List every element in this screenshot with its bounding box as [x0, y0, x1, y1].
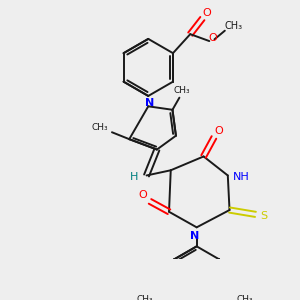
- Text: O: O: [208, 34, 217, 44]
- Text: CH₃: CH₃: [136, 296, 153, 300]
- Text: CH₃: CH₃: [224, 21, 242, 32]
- Text: CH₃: CH₃: [174, 86, 190, 95]
- Text: CH₃: CH₃: [237, 296, 254, 300]
- Text: H: H: [130, 172, 139, 182]
- Text: NH: NH: [233, 172, 250, 182]
- Text: O: O: [202, 8, 211, 18]
- Text: O: O: [214, 126, 223, 136]
- Text: N: N: [146, 98, 154, 108]
- Text: CH₃: CH₃: [92, 123, 108, 132]
- Text: O: O: [139, 190, 148, 200]
- Text: N: N: [190, 231, 200, 241]
- Text: S: S: [260, 211, 268, 221]
